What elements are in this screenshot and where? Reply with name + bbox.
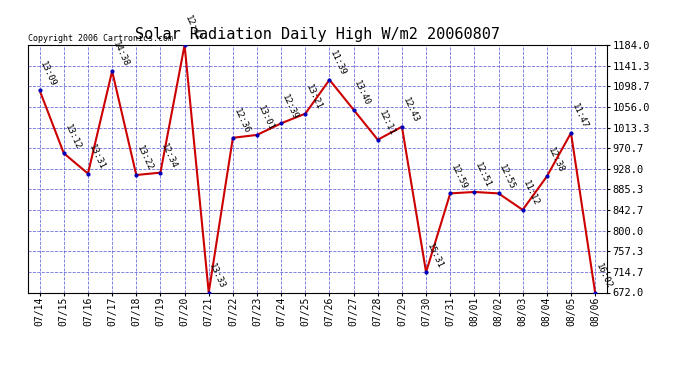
Text: 11:39: 11:39 (328, 49, 348, 77)
Text: 12:43: 12:43 (401, 96, 420, 124)
Text: 15:31: 15:31 (425, 242, 444, 270)
Text: Copyright 2006 Cartronics.com: Copyright 2006 Cartronics.com (28, 33, 172, 42)
Text: 14:38: 14:38 (111, 40, 130, 69)
Text: 13:12: 13:12 (63, 123, 82, 151)
Text: 13:31: 13:31 (87, 143, 106, 171)
Text: 12:11: 12:11 (377, 109, 396, 137)
Text: 12:42: 12:42 (184, 14, 203, 43)
Text: 12:59: 12:59 (449, 163, 469, 191)
Text: 16:02: 16:02 (594, 262, 613, 290)
Text: 13:09: 13:09 (39, 60, 58, 88)
Text: 11:12: 11:12 (522, 179, 541, 207)
Text: 12:51: 12:51 (473, 161, 493, 189)
Text: 13:33: 13:33 (208, 262, 227, 290)
Text: 12:39: 12:39 (280, 93, 299, 121)
Text: 11:47: 11:47 (570, 102, 589, 130)
Title: Solar Radiation Daily High W/m2 20060807: Solar Radiation Daily High W/m2 20060807 (135, 27, 500, 42)
Text: 12:34: 12:34 (159, 142, 179, 170)
Text: 12:38: 12:38 (546, 146, 565, 174)
Text: 12:55: 12:55 (497, 163, 517, 191)
Text: 12:36: 12:36 (232, 107, 251, 135)
Text: 13:01: 13:01 (256, 104, 275, 132)
Text: 13:21: 13:21 (304, 83, 324, 111)
Text: 13:40: 13:40 (353, 79, 372, 107)
Text: 13:22: 13:22 (135, 144, 155, 172)
